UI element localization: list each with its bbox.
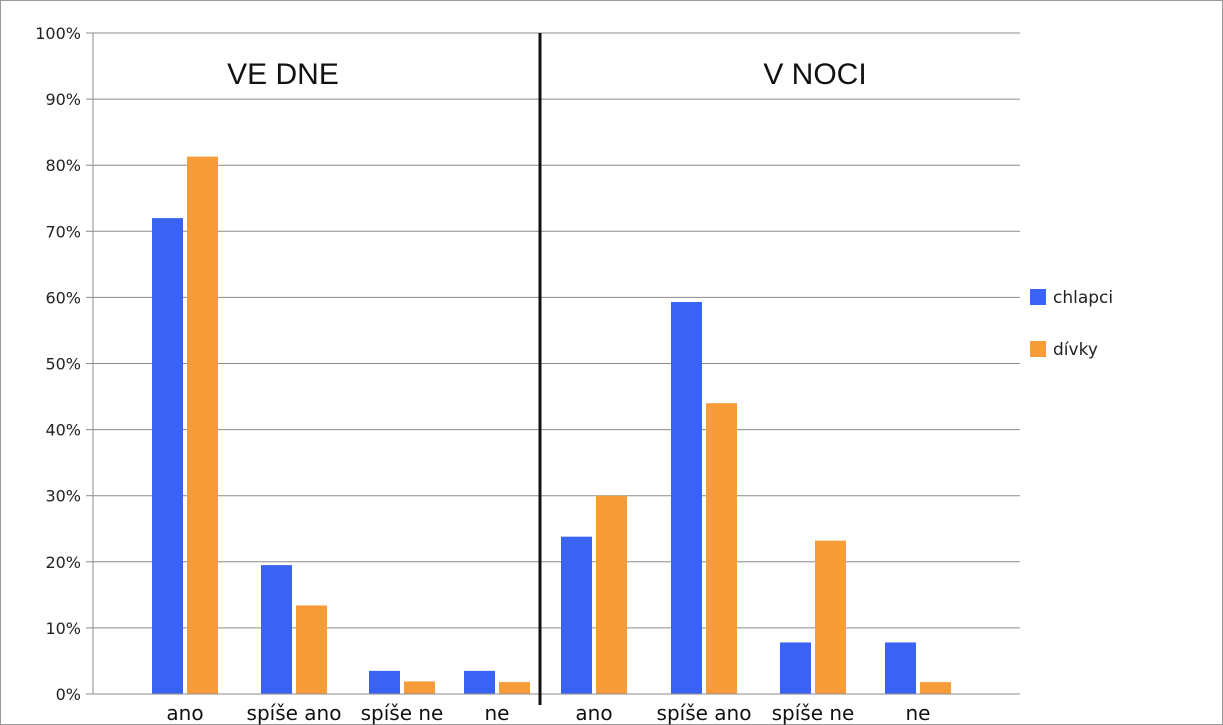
y-tick-label: 10% [45,619,81,638]
labels: 0% 10% 20% 30% 40% 50% 60% 70% 80% 90% 100% ano spíš… [35,24,930,725]
bar-chlapci-5 [671,302,702,694]
x-tick-label: ne [485,701,510,725]
y-tick-label: 0% [56,685,81,704]
bar-divky-5 [706,403,737,694]
bar-divky-4 [596,495,627,694]
y-tick-label: 60% [45,288,81,307]
axes [86,32,1020,705]
bars [152,156,951,694]
legend: chlapci dívky [1030,288,1113,360]
legend-label: dívky [1053,340,1098,360]
bar-divky-6 [815,540,846,694]
y-tick-label: 50% [45,355,81,374]
section-label: VE DNE [227,58,339,91]
x-tick-label: ano [575,701,612,725]
x-tick-label: spíše ano [247,701,342,725]
y-tick-label: 100% [35,24,81,43]
bar-chlapci-0 [152,218,183,694]
y-tick-label: 70% [45,222,81,241]
bar-chlapci-7 [885,642,916,694]
y-tick-label: 40% [45,421,81,440]
y-tick-label: 80% [45,156,81,175]
bar-divky-7 [920,682,951,694]
x-tick-label: ano [166,701,203,725]
x-tick-label: spíše ne [772,701,855,725]
x-tick-label: spíše ne [361,701,444,725]
bar-chlapci-6 [780,642,811,694]
legend-swatch [1030,341,1046,357]
bar-chlapci-2 [369,670,400,694]
bar-divky-3 [499,682,530,694]
y-tick-label: 30% [45,487,81,506]
x-tick-label: ne [906,701,931,725]
bar-divky-1 [296,605,327,694]
y-tick-label: 90% [45,90,81,109]
y-tick-label: 20% [45,553,81,572]
legend-swatch [1030,289,1046,305]
x-tick-label: spíše ano [657,701,752,725]
bar-chlapci-4 [561,536,592,694]
legend-label: chlapci [1053,288,1113,308]
bar-chlapci-3 [464,670,495,694]
section-label: V NOCI [763,58,866,91]
bar-divky-2 [404,681,435,694]
bar-chlapci-1 [261,565,292,694]
bar-divky-0 [187,156,218,694]
